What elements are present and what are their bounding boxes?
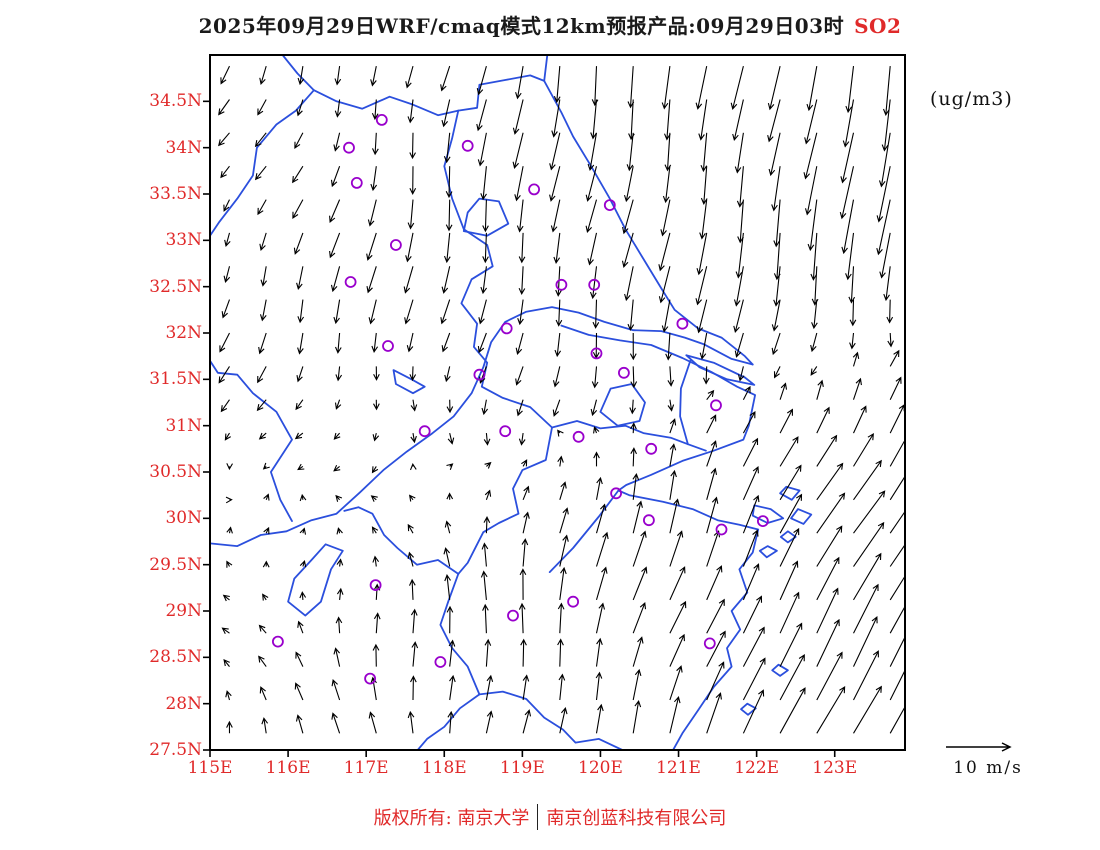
zhejiang-jiangxi-border [439,573,481,696]
hongze-lake [462,197,510,237]
station-marker [344,276,357,288]
shanghai-border [679,359,692,446]
x-axis-label: 118E [421,758,467,778]
station-marker [369,579,382,591]
x-axis-label: 121E [656,758,701,778]
station-marker [271,635,284,648]
zhoushan-island-1 [751,504,785,524]
station-marker [643,514,655,527]
jiangxi-fujian-border [416,693,481,750]
station-marker [507,609,519,622]
zhoushan-island-2 [779,485,801,501]
station-marker [567,595,579,608]
zhoushan-island-3 [790,508,813,525]
station-marker [364,672,377,685]
y-axis-label: 30N [165,508,202,529]
station-marker [382,340,394,352]
station-marker [528,183,540,196]
y-axis-label: 28N [165,693,202,714]
shandong-jiangsu-border [281,55,546,117]
station-marker [645,442,658,455]
station-marker [618,366,630,379]
y-axis-label: 31N [165,415,202,436]
wind-scale-label: 10 m/s [953,758,1023,778]
y-axis-label: 34.5N [149,91,202,112]
y-axis-label: 32.5N [149,276,202,297]
yangtze-river-north-bank [210,306,754,547]
station-marker [715,523,728,536]
station-marker [418,425,431,438]
x-axis-label: 119E [499,758,545,778]
footer-left: 版权所有: 南京大学 [373,808,530,829]
station-marker [350,176,363,189]
station-marker [500,322,513,335]
page-title: 2025年09月29日WRF/cmaq模式12km预报产品:09月29日03时 S… [0,10,1100,39]
y-axis-label: 34N [165,137,202,158]
station-marker [610,487,622,500]
y-axis-label: 29.5N [149,554,202,575]
copyright-footer: 版权所有: 南京大学 南京创蓝科技有限公司 [0,804,1100,830]
anhui-jiangxi-border [343,506,460,575]
y-axis-label: 33.5N [149,184,202,204]
map-boundaries-layer [210,55,813,750]
units-label: (ug/m3) [930,88,1013,110]
x-axis-label: 117E [343,758,389,778]
wind-scale-arrow [946,742,1012,752]
chongming-island [685,354,756,386]
taihu-lake [599,383,646,427]
station-marker [588,278,601,291]
zhejiang-fujian-border [478,690,624,750]
island-4 [758,545,778,559]
y-axis-label: 32N [165,323,202,343]
x-axis-label: 115E [187,758,233,778]
henan-anhui-border [210,89,315,237]
y-axis-label: 30.5N [149,462,202,482]
station-marker [572,430,585,443]
station-marker [461,139,474,152]
y-axis-label: 29N [165,601,202,621]
anhui-jiangsu-border [443,109,553,429]
station-markers-layer [271,114,769,685]
chao-lake [392,369,426,395]
station-marker [434,656,447,668]
jiangsu-coastline [543,55,754,366]
plot-frame [209,54,906,751]
island-6 [771,663,789,677]
axis-ticks [203,100,836,757]
station-marker [603,199,616,212]
estuary-south-bank-and-zhejiang-coastline [560,324,760,750]
x-axis-label: 122E [734,758,780,778]
title-main: 2025年09月29日WRF/cmaq模式12km预报产品:09月29日03时 [198,14,845,38]
station-marker [757,515,769,527]
x-axis-label: 116E [265,758,311,778]
island-7 [740,702,757,716]
station-marker [389,239,402,251]
island-5 [779,530,797,544]
poyang-lake [287,543,344,617]
station-marker [676,317,689,330]
station-marker [590,347,603,360]
station-marker [555,278,568,291]
station-marker [710,399,722,412]
zhejiang-anhui-border [457,426,553,575]
station-marker [499,425,512,438]
y-axis-label: 28.5N [149,647,202,668]
station-marker [473,368,486,381]
anhui-hubei-border [210,359,293,522]
station-marker [703,637,716,650]
title-species: SO2 [854,14,902,38]
jiangsu-zhejiang-border [551,420,707,452]
y-axis-label: 33N [165,230,202,251]
x-axis-label: 123E [812,758,858,778]
y-axis-label: 27.5N [149,740,202,760]
footer-right: 南京创蓝科技有限公司 [546,808,727,829]
footer-divider [537,804,539,830]
y-axis-label: 31.5N [149,369,202,390]
wind-arrows-layer [218,65,905,734]
station-marker [375,114,388,126]
station-marker [343,141,355,154]
x-axis-label: 120E [578,758,623,778]
